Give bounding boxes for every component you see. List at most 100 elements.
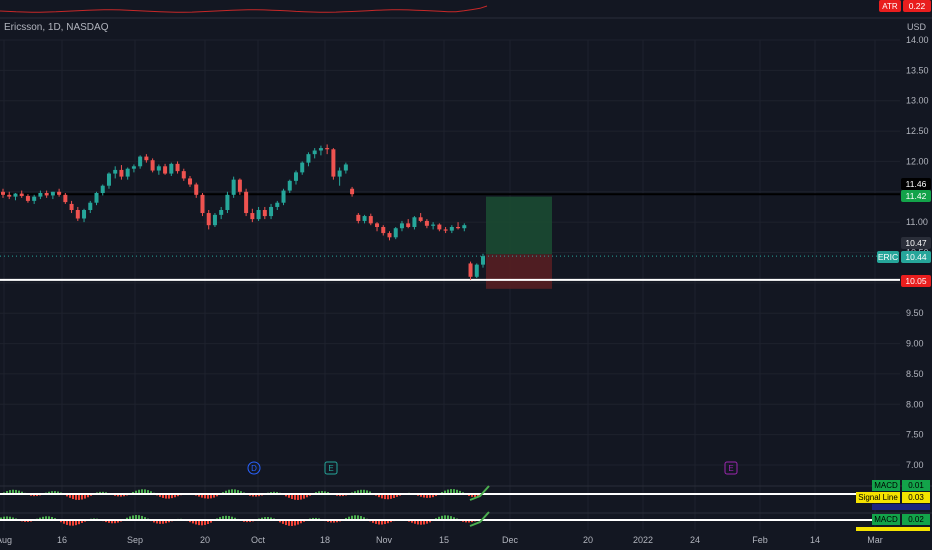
macd-histogram-bar	[429, 494, 431, 498]
macd-histogram-bar	[297, 494, 299, 500]
candle-body	[300, 162, 305, 173]
macd-histogram-bar	[432, 494, 434, 498]
macd-histogram-bar	[69, 520, 71, 526]
macd-label-2-bg	[872, 514, 900, 525]
macd-histogram-bar	[420, 520, 422, 525]
macd-histogram-bar	[195, 520, 197, 525]
macd-histogram-bar	[477, 494, 479, 498]
macd-histogram-bar	[357, 515, 359, 521]
candle-body	[287, 180, 292, 191]
event-marker-label: E	[328, 464, 333, 473]
x-tick-label: Mar	[867, 535, 883, 545]
macd-histogram-bar	[300, 494, 302, 500]
macd-histogram-bar	[66, 520, 68, 525]
event-marker-label: D	[251, 464, 257, 473]
macd-histogram-bar	[192, 520, 194, 524]
macd-histogram-bar	[423, 494, 425, 498]
candle-body	[306, 154, 311, 163]
macd-histogram-bar	[168, 494, 170, 499]
macd-histogram-bar	[63, 520, 65, 524]
macd-histogram-bar	[384, 520, 386, 525]
macd-histogram-bar	[279, 520, 281, 523]
y-axis: 14.0013.5013.0012.5012.0011.5011.0010.50…	[906, 22, 929, 470]
macd-histogram-bar	[87, 494, 89, 498]
candle-body	[138, 156, 143, 167]
candle-body	[406, 223, 411, 227]
macd-histogram-bar	[153, 520, 155, 523]
candle-body	[356, 214, 361, 221]
macd-histogram-bar	[366, 490, 368, 495]
signal-value: 0.03	[908, 493, 924, 502]
y-tick-label: 11.00	[906, 217, 928, 227]
macd-histogram-bar	[18, 490, 20, 495]
macd-histogram-bar	[69, 494, 71, 498]
candle-body	[325, 148, 330, 150]
macd-histogram-bar	[216, 494, 218, 497]
macd-histogram-bar	[387, 520, 389, 524]
x-tick-label: Aug	[0, 535, 12, 545]
y-tick-label: 12.50	[906, 126, 929, 136]
candle-body	[293, 172, 298, 181]
macd-histogram-bar	[51, 516, 53, 521]
macd-histogram-bar	[381, 494, 383, 499]
price-tag-bg	[877, 251, 899, 263]
macd-histogram-bar	[81, 494, 83, 500]
candle-body	[88, 202, 93, 210]
currency-label: USD	[907, 22, 927, 32]
candle-body	[94, 193, 99, 203]
candle-body	[144, 156, 149, 161]
candle-body	[100, 185, 105, 193]
macd-histogram-bar	[384, 494, 386, 500]
candle-body	[393, 228, 398, 238]
macd-histogram-bar	[351, 515, 353, 521]
macd-histogram-bar	[390, 520, 392, 523]
macd-histogram-bar	[159, 494, 161, 497]
chart-grid	[0, 39, 900, 530]
macd-label-2: MACD	[874, 515, 898, 524]
macd-histogram-bar	[141, 515, 143, 521]
y-tick-label: 7.00	[906, 460, 924, 470]
macd-line-end	[469, 511, 490, 527]
x-tick-label: 20	[200, 535, 210, 545]
candle-body	[119, 169, 124, 177]
macd-histogram-bar	[135, 515, 137, 521]
price-tag-text: ERIC	[878, 252, 898, 262]
macd-histogram-bar	[129, 516, 131, 521]
macd-histogram-bar	[453, 489, 455, 495]
y-tick-label: 9.50	[906, 308, 924, 318]
candle-body	[175, 163, 180, 172]
macd-histogram-bar	[447, 489, 449, 495]
x-tick-label: 14	[810, 535, 820, 545]
candle-body	[424, 220, 429, 226]
macd-value-2-bg	[902, 514, 930, 525]
candle-body	[25, 196, 30, 201]
signal-label: Signal Line	[858, 493, 898, 502]
macd-histogram-bar	[228, 489, 230, 495]
candle-body	[256, 210, 261, 220]
macd-histogram-bar	[78, 494, 80, 500]
price-tag-text: 10.05	[905, 276, 927, 286]
candle-body	[212, 214, 217, 226]
atr-value: 0.22	[909, 1, 926, 11]
macd-histogram-bar	[141, 489, 143, 495]
macd-histogram-bar	[291, 494, 293, 499]
macd-histogram-bar	[450, 516, 452, 521]
macd-histogram-bar	[3, 516, 5, 521]
candle-body	[281, 190, 286, 203]
x-tick-label: Oct	[251, 535, 266, 545]
y-tick-label: 13.00	[906, 96, 929, 106]
candle-body	[1, 191, 5, 195]
y-tick-label: 8.50	[906, 369, 924, 379]
candle-body	[250, 213, 255, 220]
macd-histogram-bar	[468, 520, 470, 523]
macd-histogram-bar	[381, 520, 383, 525]
macd-histogram-bar	[306, 494, 308, 498]
macd-histogram-bar	[339, 494, 341, 497]
macd-histogram-bar	[336, 520, 338, 523]
y-tick-label: 13.50	[906, 65, 929, 75]
macd-histogram-bar	[471, 520, 473, 523]
atr-line	[0, 5, 488, 13]
x-tick-label: Sep	[127, 535, 143, 545]
candle-body	[449, 227, 454, 231]
